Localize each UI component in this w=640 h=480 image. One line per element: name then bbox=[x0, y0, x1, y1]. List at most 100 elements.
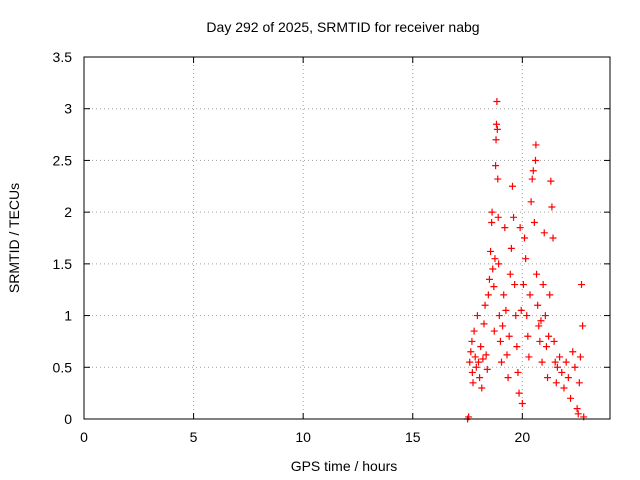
data-point bbox=[477, 343, 485, 351]
data-point bbox=[567, 394, 575, 402]
y-tick-label: 0 bbox=[64, 411, 72, 427]
data-point bbox=[507, 244, 515, 252]
data-point bbox=[506, 270, 514, 278]
x-tick-label: 0 bbox=[80, 429, 88, 445]
data-point bbox=[494, 175, 502, 183]
data-point bbox=[526, 291, 534, 299]
plot-frame bbox=[83, 56, 611, 420]
data-point bbox=[471, 353, 479, 361]
data-point bbox=[540, 229, 548, 237]
data-point bbox=[574, 410, 582, 418]
y-tick-label: 3.5 bbox=[53, 49, 73, 65]
data-point bbox=[511, 281, 519, 289]
data-point bbox=[501, 224, 509, 232]
data-point bbox=[468, 368, 476, 376]
data-point bbox=[498, 358, 506, 366]
data-point bbox=[512, 312, 520, 320]
data-point bbox=[538, 358, 546, 366]
data-point bbox=[546, 291, 554, 299]
data-point bbox=[534, 301, 542, 309]
data-point bbox=[531, 156, 539, 164]
y-tick-label: 3 bbox=[64, 101, 72, 117]
data-point bbox=[490, 283, 498, 291]
data-point bbox=[492, 136, 500, 144]
data-point bbox=[468, 337, 476, 345]
data-point bbox=[508, 182, 516, 190]
data-point bbox=[519, 281, 527, 289]
data-point bbox=[490, 327, 498, 335]
x-axis-label: GPS time / hours bbox=[291, 458, 398, 474]
data-point bbox=[533, 270, 541, 278]
data-point bbox=[522, 255, 530, 263]
data-point bbox=[476, 374, 484, 382]
data-point bbox=[473, 312, 481, 320]
data-point bbox=[496, 337, 504, 345]
data-point bbox=[466, 358, 474, 366]
data-point bbox=[467, 348, 475, 356]
data-point bbox=[492, 162, 500, 170]
data-point bbox=[544, 374, 552, 382]
data-point bbox=[536, 337, 544, 345]
data-point bbox=[558, 368, 566, 376]
data-point bbox=[494, 213, 502, 221]
data-point bbox=[532, 141, 540, 149]
data-point bbox=[549, 234, 557, 242]
data-point bbox=[504, 374, 512, 382]
data-point bbox=[479, 355, 487, 363]
data-point bbox=[527, 198, 535, 206]
x-tick-label: 20 bbox=[515, 429, 531, 445]
data-point bbox=[575, 379, 583, 387]
data-point bbox=[487, 247, 495, 255]
data-point bbox=[541, 312, 549, 320]
data-points bbox=[464, 97, 588, 423]
data-point bbox=[530, 218, 538, 226]
data-point bbox=[560, 384, 568, 392]
data-point bbox=[552, 379, 560, 387]
data-point bbox=[472, 363, 480, 371]
data-point bbox=[547, 177, 555, 185]
data-point bbox=[579, 322, 587, 330]
data-point bbox=[510, 213, 518, 221]
data-point bbox=[528, 175, 536, 183]
data-point bbox=[537, 317, 545, 325]
x-tick-label: 10 bbox=[295, 429, 311, 445]
axis-ticks: 0 5 10 15 20 0 0.5 1 1.5 2 2.5 3 3.5 bbox=[53, 49, 610, 445]
data-point bbox=[470, 327, 478, 335]
data-point bbox=[514, 368, 522, 376]
data-point bbox=[551, 358, 559, 366]
data-point bbox=[480, 320, 488, 328]
data-point bbox=[484, 291, 492, 299]
data-point bbox=[517, 306, 525, 314]
data-point bbox=[483, 365, 491, 373]
data-point bbox=[478, 384, 486, 392]
data-point bbox=[556, 353, 564, 361]
data-point bbox=[491, 255, 499, 263]
data-point bbox=[495, 312, 503, 320]
data-point bbox=[518, 399, 526, 407]
data-point bbox=[488, 218, 496, 226]
data-point bbox=[524, 332, 532, 340]
y-axis-label: SRMTID / TECUs bbox=[6, 183, 22, 293]
data-point bbox=[485, 275, 493, 283]
y-tick-label: 0.5 bbox=[53, 359, 73, 375]
data-point bbox=[535, 322, 543, 330]
data-point bbox=[548, 203, 556, 211]
data-point bbox=[515, 389, 523, 397]
data-point bbox=[550, 337, 558, 345]
data-point bbox=[492, 120, 500, 128]
data-point bbox=[573, 405, 581, 413]
y-tick-label: 2.5 bbox=[53, 152, 73, 168]
data-point bbox=[529, 167, 537, 175]
data-point bbox=[503, 351, 511, 359]
x-tick-label: 15 bbox=[405, 429, 421, 445]
data-point bbox=[571, 363, 579, 371]
data-point bbox=[505, 332, 513, 340]
data-point bbox=[495, 260, 503, 268]
data-point bbox=[576, 353, 584, 361]
data-point bbox=[499, 322, 507, 330]
data-point bbox=[569, 348, 577, 356]
data-point bbox=[493, 97, 501, 105]
grid-lines bbox=[84, 57, 610, 419]
data-point bbox=[481, 301, 489, 309]
data-point bbox=[475, 358, 482, 366]
